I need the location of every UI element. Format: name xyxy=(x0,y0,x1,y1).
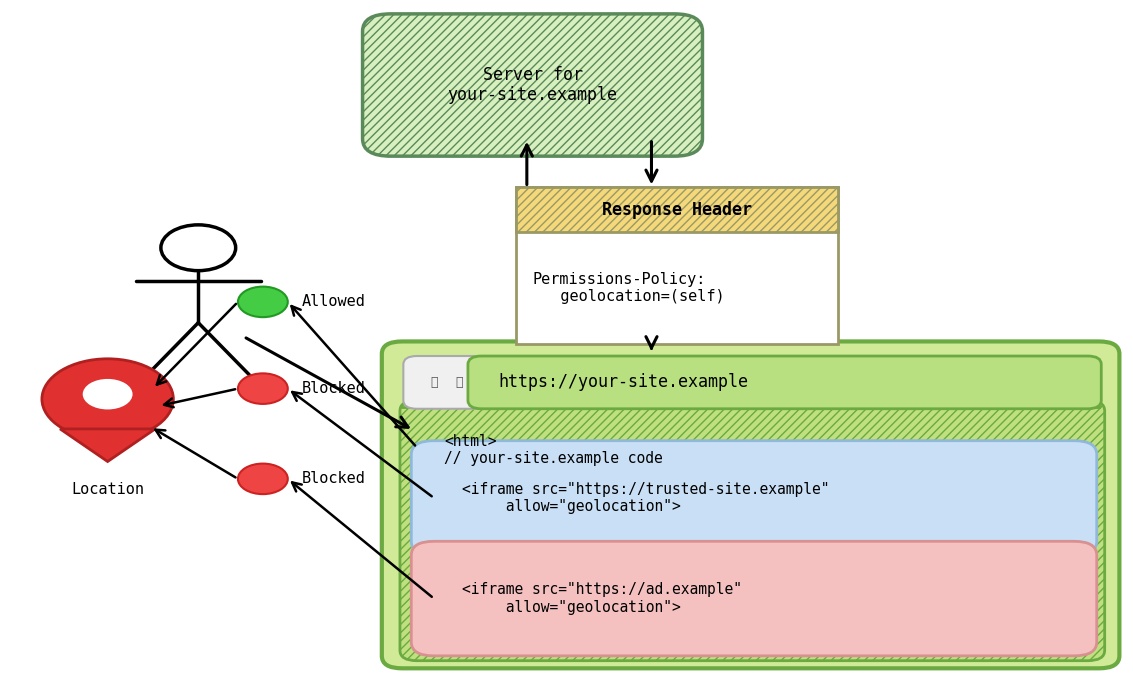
Text: <html>
// your-site.example code: <html> // your-site.example code xyxy=(444,434,663,466)
Circle shape xyxy=(238,373,288,404)
Text: Response Header: Response Header xyxy=(602,201,752,219)
Text: Permissions-Policy:
   geolocation=(self): Permissions-Policy: geolocation=(self) xyxy=(533,272,724,304)
Text: <iframe src="https://ad.example"
     allow="geolocation">: <iframe src="https://ad.example" allow="… xyxy=(462,582,742,615)
Bar xyxy=(516,187,838,344)
FancyBboxPatch shape xyxy=(363,14,702,156)
FancyBboxPatch shape xyxy=(411,441,1097,555)
Text: Blocked: Blocked xyxy=(301,381,365,396)
Text: https://your-site.example: https://your-site.example xyxy=(499,373,749,391)
Bar xyxy=(516,187,838,232)
FancyBboxPatch shape xyxy=(400,400,1105,661)
FancyBboxPatch shape xyxy=(403,356,489,409)
FancyBboxPatch shape xyxy=(382,341,1119,668)
Polygon shape xyxy=(60,429,155,462)
FancyBboxPatch shape xyxy=(411,541,1097,656)
Text: ⏩: ⏩ xyxy=(455,376,463,389)
Text: Allowed: Allowed xyxy=(301,294,365,310)
Text: Location: Location xyxy=(71,482,144,498)
Circle shape xyxy=(83,379,133,409)
Circle shape xyxy=(238,287,288,317)
Circle shape xyxy=(42,359,173,439)
Text: <iframe src="https://trusted-site.example"
     allow="geolocation">: <iframe src="https://trusted-site.exampl… xyxy=(462,482,829,514)
Text: Server for
your-site.example: Server for your-site.example xyxy=(448,66,617,104)
Text: ⏪: ⏪ xyxy=(431,376,438,389)
Text: Blocked: Blocked xyxy=(301,471,365,486)
FancyBboxPatch shape xyxy=(468,356,1101,409)
Circle shape xyxy=(238,464,288,494)
